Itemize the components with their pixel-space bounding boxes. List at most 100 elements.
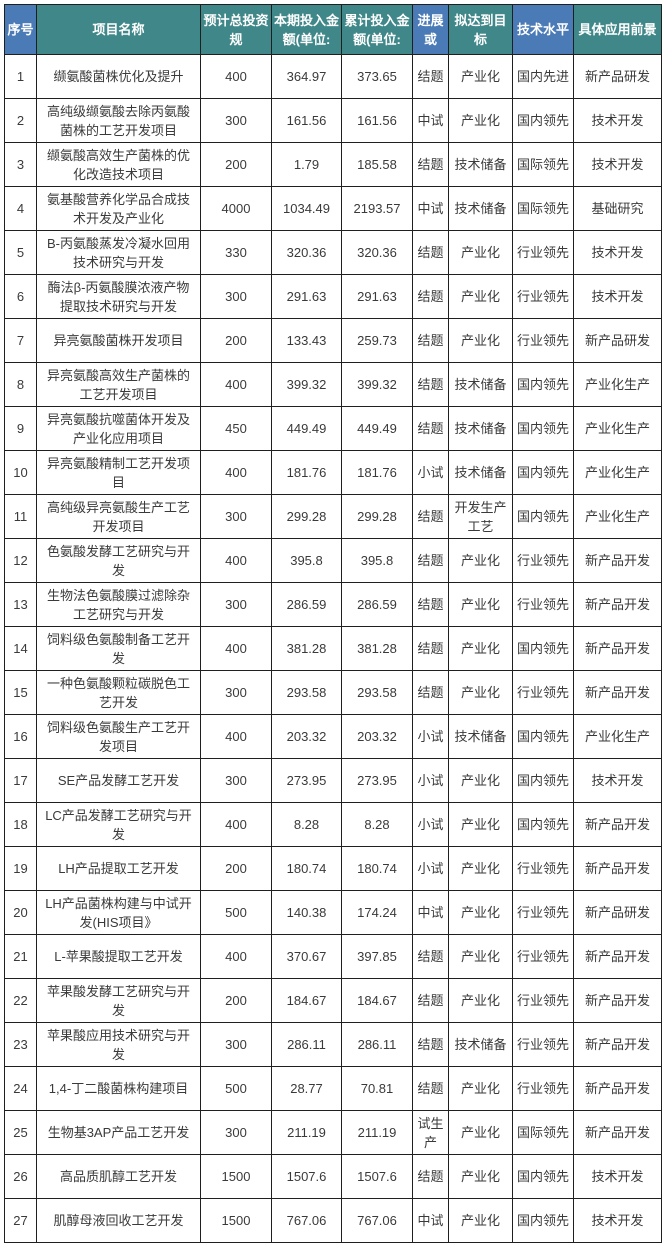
cell-tech_level: 国内领先 — [512, 1198, 574, 1243]
cell-cumulative: 174.24 — [341, 890, 413, 935]
table-row: 18 LC产品发酵工艺研究与开发 400 8.28 8.28 小试 产业化 国内领先 新产品开发 — [4, 802, 662, 847]
cell-progress: 结题 — [412, 978, 449, 1023]
cell-progress: 结题 — [412, 934, 449, 979]
cell-goal: 产业化 — [448, 1066, 513, 1111]
cell-application: 技术开发 — [573, 1198, 662, 1243]
cell-goal: 技术储备 — [448, 450, 513, 495]
cell-tech_level: 国内领先 — [512, 758, 574, 803]
cell-planned: 450 — [200, 406, 272, 451]
table-row: 11 高纯级异亮氨酸生产工艺开发项目 300 299.28 299.28 结题 开发生产工艺… — [4, 494, 662, 539]
cell-application: 新产品开发 — [573, 978, 662, 1023]
cell-cumulative: 320.36 — [341, 230, 413, 275]
cell-application: 技术开发 — [573, 98, 662, 143]
cell-progress: 结题 — [412, 670, 449, 715]
cell-application: 产业化生产 — [573, 494, 662, 539]
cell-seq: 18 — [4, 802, 37, 847]
cell-cumulative: 184.67 — [341, 978, 413, 1023]
cell-planned: 400 — [200, 450, 272, 495]
cell-cumulative: 293.58 — [341, 670, 413, 715]
cell-goal: 产业化 — [448, 318, 513, 363]
cell-current: 320.36 — [271, 230, 342, 275]
cell-planned: 500 — [200, 890, 272, 935]
cell-seq: 13 — [4, 582, 37, 627]
cell-name: 高纯级异亮氨酸生产工艺开发项目 — [36, 494, 201, 539]
cell-application: 新产品开发 — [573, 1110, 662, 1155]
cell-planned: 400 — [200, 626, 272, 671]
cell-goal: 开发生产工艺 — [448, 494, 513, 539]
cell-planned: 300 — [200, 582, 272, 627]
cell-cumulative: 8.28 — [341, 802, 413, 847]
cell-cumulative: 203.32 — [341, 714, 413, 759]
cell-planned: 200 — [200, 978, 272, 1023]
cell-application: 新产品开发 — [573, 934, 662, 979]
cell-tech_level: 国内领先 — [512, 626, 574, 671]
cell-seq: 2 — [4, 98, 37, 143]
cell-cumulative: 395.8 — [341, 538, 413, 583]
cell-goal: 产业化 — [448, 626, 513, 671]
cell-current: 133.43 — [271, 318, 342, 363]
cell-application: 产业化生产 — [573, 714, 662, 759]
header-cell-progress: 进展或 — [412, 4, 449, 55]
cell-seq: 11 — [4, 494, 37, 539]
cell-goal: 技术储备 — [448, 714, 513, 759]
cell-current: 449.49 — [271, 406, 342, 451]
cell-name: 苹果酸应用技术研究与开发 — [36, 1022, 201, 1067]
cell-name: LH产品菌株构建与中试开发(HIS项目》 — [36, 890, 201, 935]
cell-name: 异亮氨酸高效生产菌株的工艺开发项目 — [36, 362, 201, 407]
cell-progress: 结题 — [412, 494, 449, 539]
cell-progress: 中试 — [412, 1198, 449, 1243]
cell-tech_level: 行业领先 — [512, 318, 574, 363]
cell-tech_level: 行业领先 — [512, 1066, 574, 1111]
header-cell-seq: 序号 — [4, 4, 37, 55]
cell-planned: 300 — [200, 494, 272, 539]
cell-cumulative: 399.32 — [341, 362, 413, 407]
cell-progress: 结题 — [412, 362, 449, 407]
cell-seq: 25 — [4, 1110, 37, 1155]
cell-current: 180.74 — [271, 846, 342, 891]
cell-planned: 300 — [200, 1022, 272, 1067]
header-cell-current: 本期投入金额(单位: — [271, 4, 342, 55]
cell-application: 技术开发 — [573, 142, 662, 187]
cell-progress: 中试 — [412, 98, 449, 143]
cell-current: 161.56 — [271, 98, 342, 143]
cell-current: 184.67 — [271, 978, 342, 1023]
cell-progress: 结题 — [412, 626, 449, 671]
cell-planned: 300 — [200, 1110, 272, 1155]
cell-application: 新产品研发 — [573, 890, 662, 935]
table-row: 15 一种色氨酸颗粒碳脱色工艺开发 300 293.58 293.58 结题 产业化 行业领先… — [4, 670, 662, 715]
cell-planned: 400 — [200, 714, 272, 759]
table-row: 19 LH产品提取工艺开发 200 180.74 180.74 小试 产业化 行业领先 新产品开… — [4, 846, 662, 891]
header-cell-tech_level: 技术水平 — [512, 4, 574, 55]
cell-current: 370.67 — [271, 934, 342, 979]
cell-progress: 结题 — [412, 1022, 449, 1067]
cell-name: 饲料级色氨酸制备工艺开发 — [36, 626, 201, 671]
cell-goal: 产业化 — [448, 934, 513, 979]
table-row: 12 色氨酸发酵工艺研究与开发 400 395.8 395.8 结题 产业化 行业领先 新产品开… — [4, 538, 662, 583]
table-header-row: 序号 项目名称 预计总投资规 本期投入金额(单位: 累计投入金额(单位: 进展或 拟达到目标… — [4, 4, 662, 55]
header-cell-name: 项目名称 — [36, 4, 201, 55]
cell-tech_level: 行业领先 — [512, 582, 574, 627]
cell-current: 291.63 — [271, 274, 342, 319]
table-row: 5 B-丙氨酸蒸发冷凝水回用技术研究与开发 330 320.36 320.36 结题 产业化… — [4, 230, 662, 275]
projects-table: 序号 项目名称 预计总投资规 本期投入金额(单位: 累计投入金额(单位: 进展或 拟达到目标… — [4, 4, 662, 1243]
cell-goal: 产业化 — [448, 846, 513, 891]
cell-seq: 8 — [4, 362, 37, 407]
cell-application: 新产品开发 — [573, 846, 662, 891]
cell-current: 399.32 — [271, 362, 342, 407]
cell-name: 生物法色氨酸膜过滤除杂工艺研究与开发 — [36, 582, 201, 627]
cell-progress: 试生产 — [412, 1110, 449, 1155]
cell-planned: 200 — [200, 846, 272, 891]
cell-application: 技术开发 — [573, 274, 662, 319]
cell-tech_level: 国内领先 — [512, 494, 574, 539]
cell-cumulative: 373.65 — [341, 54, 413, 99]
cell-name: 酶法β-丙氨酸膜浓液产物提取技术研究与开发 — [36, 274, 201, 319]
cell-progress: 结题 — [412, 1154, 449, 1199]
cell-cumulative: 286.11 — [341, 1022, 413, 1067]
cell-seq: 17 — [4, 758, 37, 803]
table-body: 1 缬氨酸菌株优化及提升 400 364.97 373.65 结题 产业化 国内先进 新产品研发… — [4, 54, 662, 1243]
cell-name: B-丙氨酸蒸发冷凝水回用技术研究与开发 — [36, 230, 201, 275]
cell-current: 1507.6 — [271, 1154, 342, 1199]
cell-seq: 21 — [4, 934, 37, 979]
cell-seq: 5 — [4, 230, 37, 275]
cell-planned: 330 — [200, 230, 272, 275]
